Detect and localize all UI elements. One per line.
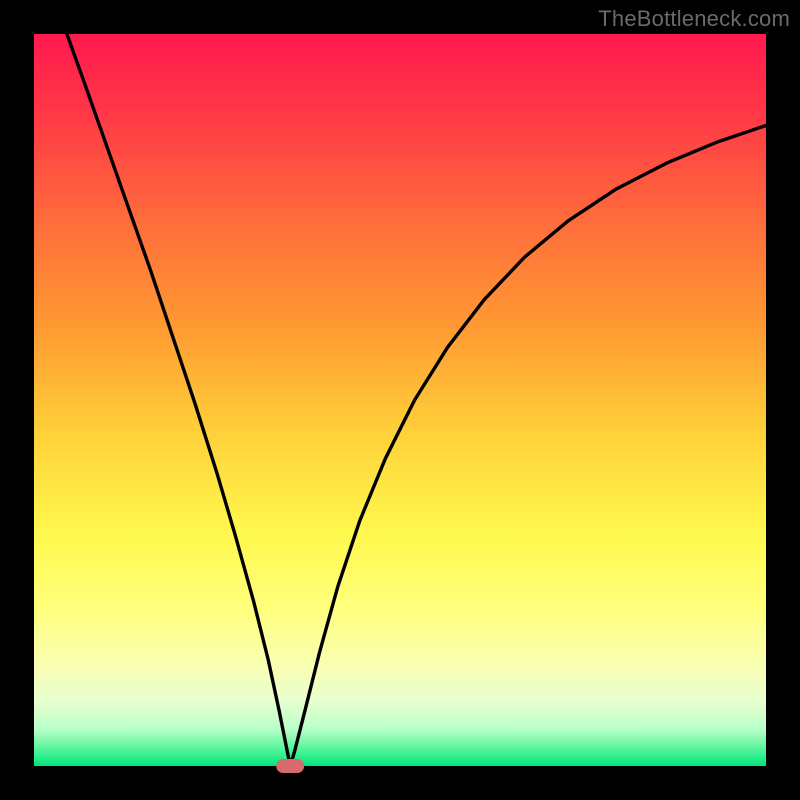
bottleneck-chart: TheBottleneck.com xyxy=(0,0,800,800)
chart-svg xyxy=(0,0,800,800)
watermark-text: TheBottleneck.com xyxy=(598,6,790,32)
optimal-marker xyxy=(276,759,304,773)
plot-area xyxy=(34,34,766,766)
